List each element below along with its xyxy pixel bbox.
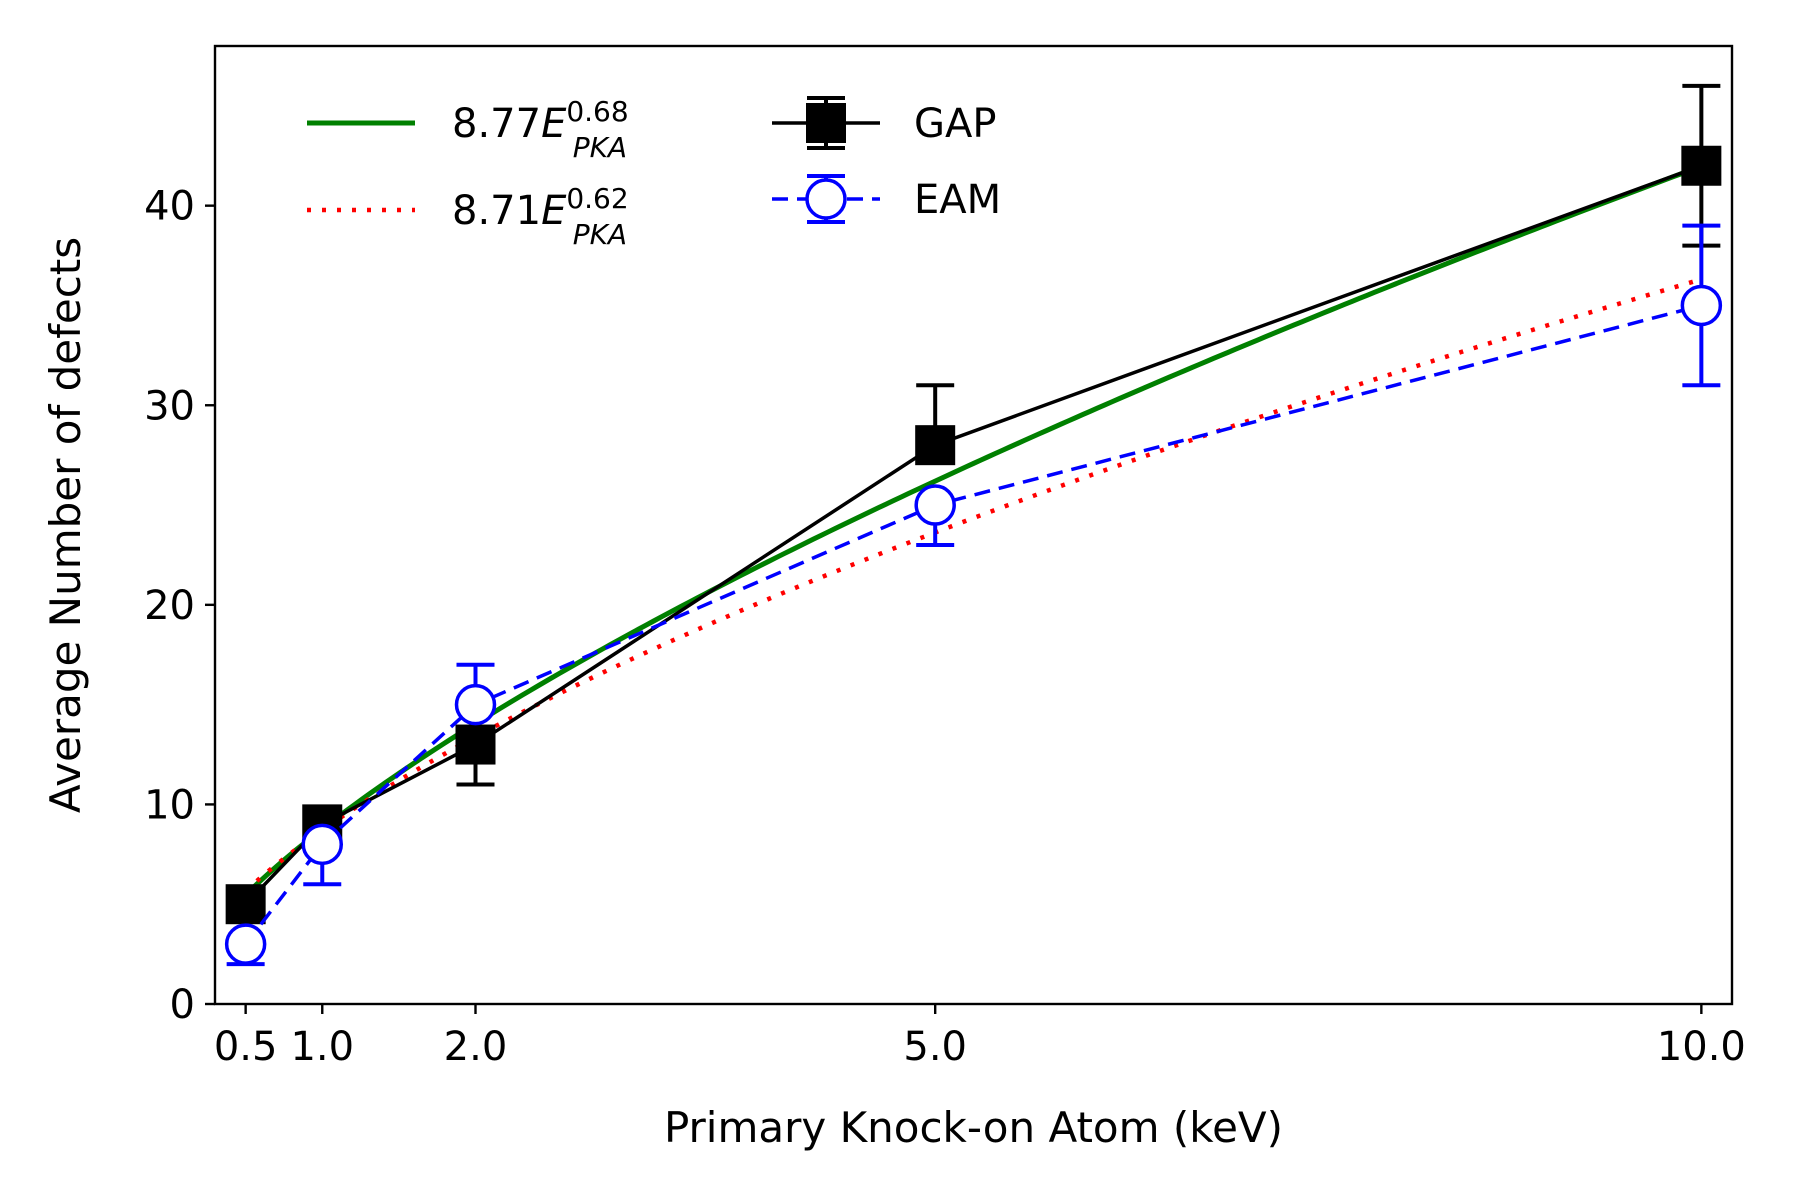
series-gap	[225, 83, 1722, 925]
data-point-eam	[224, 923, 267, 965]
legend: 8.77E0.68 PKA 8.71E0.62 PKA GAP EAM	[307, 95, 1001, 251]
y-tick-label: 30	[144, 383, 195, 429]
legend-label-gap: GAP	[914, 101, 996, 147]
y-axis-label: Average Number of defects	[41, 237, 90, 813]
legend-swatch-marker-eam	[805, 178, 847, 220]
series-eam	[224, 223, 1723, 967]
data-point-gap	[1681, 145, 1722, 186]
y-tick-label: 40	[144, 184, 195, 230]
y-tick-label: 10	[144, 782, 195, 828]
legend-label-fit-gap: 8.77E0.68 PKA	[452, 95, 629, 164]
data-point-eam	[454, 683, 497, 726]
x-tick-label: 1.0	[290, 1024, 354, 1070]
legend-swatch-gap	[772, 96, 880, 150]
legend-fit-gap-exp: 0.68	[566, 95, 628, 128]
legend-label-eam: EAM	[914, 177, 1001, 223]
y-tick-label: 20	[144, 583, 195, 629]
x-tick-label: 10.0	[1657, 1024, 1746, 1070]
x-tick-label: 0.5	[214, 1024, 278, 1070]
legend-fit-gap-base: E	[541, 101, 567, 147]
y-axis: 0 10 20 30 40	[144, 184, 215, 1028]
x-tick-label: 2.0	[444, 1024, 508, 1070]
y-tick-label: 0	[170, 982, 195, 1028]
data-point-eam	[1680, 284, 1723, 327]
x-tick-label: 5.0	[903, 1024, 967, 1070]
legend-swatch-marker-gap	[806, 103, 846, 143]
x-axis: 0.5 1.0 2.0 5.0 10.0	[214, 1004, 1746, 1070]
legend-fit-eam-coef: 8.71	[452, 188, 541, 234]
legend-fit-eam-base: E	[541, 188, 567, 234]
data-point-eam	[301, 823, 344, 866]
legend-fit-gap-sub: PKA	[573, 131, 627, 164]
data-series	[224, 83, 1723, 967]
data-point-gap	[915, 425, 956, 466]
legend-swatch-eam	[772, 174, 880, 224]
data-point-gap	[225, 884, 266, 925]
legend-fit-eam-sub: PKA	[573, 218, 627, 251]
legend-label-fit-eam: 8.71E0.62 PKA	[452, 182, 629, 251]
x-axis-label: Primary Knock-on Atom (keV)	[664, 1103, 1283, 1152]
data-point-eam	[914, 484, 956, 526]
plot-frame	[213, 44, 1734, 1006]
data-point-gap	[455, 724, 496, 765]
legend-fit-eam-exp: 0.62	[566, 182, 628, 215]
legend-fit-gap-coef: 8.77	[452, 101, 541, 147]
